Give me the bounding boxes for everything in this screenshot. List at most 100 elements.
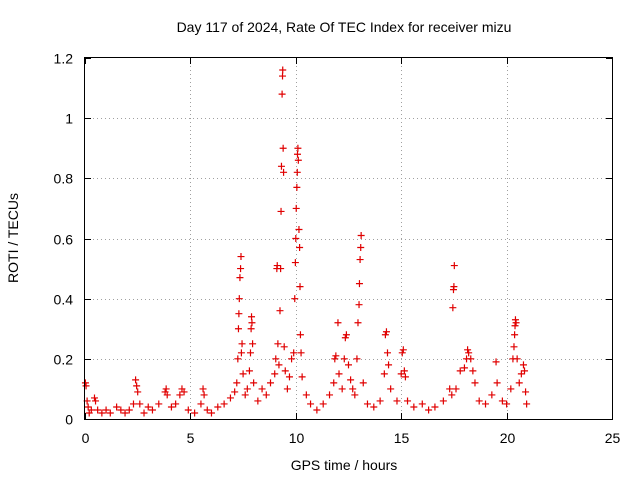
data-point: [234, 355, 242, 363]
data-point: [278, 90, 286, 98]
data-point: [148, 406, 156, 414]
data-point: [236, 274, 244, 282]
data-point: [241, 391, 249, 399]
data-point: [307, 400, 315, 408]
data-point: [94, 406, 102, 414]
data-point: [280, 168, 288, 176]
data-point: [84, 403, 92, 411]
data-point: [340, 355, 348, 363]
data-point: [383, 349, 391, 357]
data-point: [273, 262, 281, 270]
data-point: [298, 373, 306, 381]
data-point: [184, 406, 192, 414]
data-point: [294, 156, 302, 164]
y-tick-label: 0.8: [54, 171, 74, 187]
data-point: [200, 391, 208, 399]
data-point: [294, 144, 302, 152]
data-point: [176, 391, 184, 399]
data-point: [354, 319, 362, 327]
data-point: [370, 403, 378, 411]
data-point: [302, 391, 310, 399]
data-point: [81, 379, 89, 387]
data-point: [238, 340, 246, 348]
data-point: [471, 379, 479, 387]
data-point: [87, 406, 95, 414]
data-point: [199, 385, 207, 393]
y-tick-label: 1.2: [54, 51, 74, 67]
data-point: [334, 319, 342, 327]
data-point: [464, 346, 472, 354]
data-point: [363, 400, 371, 408]
data-point: [274, 340, 282, 348]
data-point: [393, 397, 401, 405]
data-point: [475, 397, 483, 405]
data-point: [342, 331, 350, 339]
data-point: [262, 391, 270, 399]
data-point: [214, 403, 222, 411]
data-point: [452, 385, 460, 393]
data-point: [460, 364, 468, 372]
data-point: [400, 367, 408, 375]
data-point: [167, 403, 175, 411]
data-point: [235, 310, 243, 318]
data-point: [237, 349, 245, 357]
data-point: [338, 385, 346, 393]
data-point: [446, 385, 454, 393]
x-tick-labels: 0 5 10 15 20 25: [82, 430, 621, 446]
data-point: [245, 367, 253, 375]
data-point: [136, 400, 144, 408]
data-point: [254, 397, 262, 405]
data-point: [401, 373, 409, 381]
data-point: [469, 367, 477, 375]
data-point: [207, 409, 215, 417]
y-tick-label: 0: [65, 412, 73, 428]
data-point: [140, 409, 148, 417]
data-point: [404, 397, 412, 405]
data-point: [439, 397, 447, 405]
data-point: [517, 370, 525, 378]
x-tick-label: 10: [289, 430, 305, 446]
data-point: [507, 385, 515, 393]
data-point: [355, 280, 363, 288]
data-point: [172, 400, 180, 408]
data-point: [355, 301, 363, 309]
data-point: [247, 325, 255, 333]
data-point: [296, 283, 304, 291]
data-point: [231, 388, 239, 396]
x-tick-label: 15: [394, 430, 410, 446]
y-tick-label: 0.2: [54, 352, 74, 368]
data-point: [275, 361, 283, 369]
data-point: [125, 406, 133, 414]
data-point: [276, 307, 284, 315]
data-point: [293, 168, 301, 176]
data-point: [448, 391, 456, 399]
data-point: [465, 349, 473, 357]
axis-ticks: [85, 58, 613, 420]
data-point: [425, 406, 433, 414]
data-point: [297, 349, 305, 357]
data-points: [81, 66, 531, 417]
x-tick-label: 0: [82, 430, 90, 446]
plot-frame: [84, 57, 613, 420]
data-point: [155, 400, 163, 408]
data-point: [197, 400, 205, 408]
data-point: [106, 409, 114, 417]
data-point: [279, 72, 287, 80]
data-point: [226, 394, 234, 402]
data-point: [235, 295, 243, 303]
data-point: [341, 334, 349, 342]
data-point: [482, 400, 490, 408]
data-point: [134, 388, 142, 396]
data-point: [248, 319, 256, 327]
y-tick-label: 1: [65, 111, 73, 127]
data-point: [521, 367, 529, 375]
data-point: [523, 400, 531, 408]
data-point: [345, 361, 352, 369]
data-point: [519, 361, 527, 369]
data-point: [347, 376, 355, 384]
data-point: [271, 370, 279, 378]
data-point: [467, 355, 475, 363]
data-point: [456, 367, 464, 375]
data-point: [203, 406, 211, 414]
data-point: [331, 355, 339, 363]
